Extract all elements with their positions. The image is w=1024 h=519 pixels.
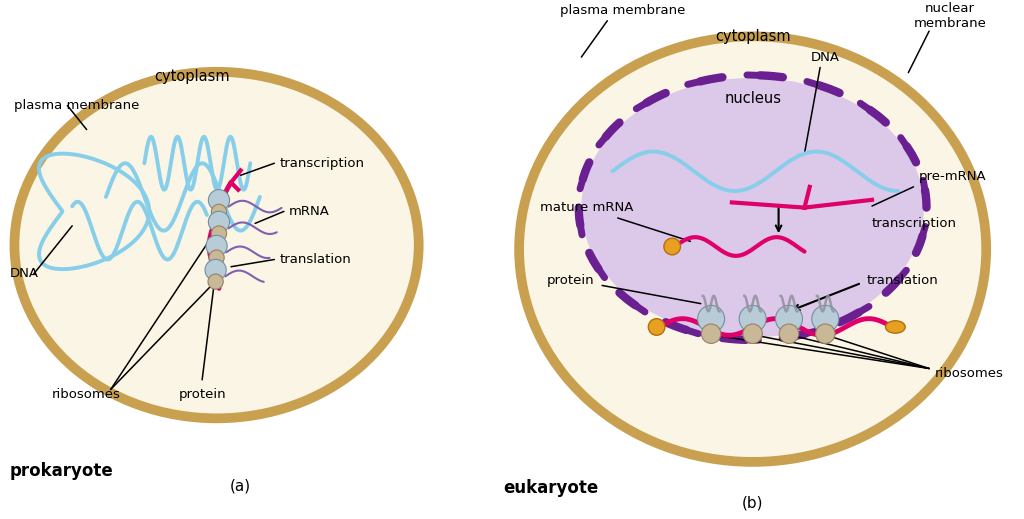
Text: plasma membrane: plasma membrane	[14, 99, 140, 112]
Text: plasma membrane: plasma membrane	[560, 4, 686, 17]
Text: ribosomes: ribosomes	[934, 367, 1004, 380]
Circle shape	[701, 324, 721, 344]
Text: DNA: DNA	[9, 267, 39, 280]
Text: translation: translation	[867, 274, 939, 287]
Text: ribosomes: ribosomes	[52, 388, 121, 401]
Ellipse shape	[14, 72, 419, 418]
Text: protein: protein	[178, 388, 226, 401]
Text: cytoplasm: cytoplasm	[715, 29, 791, 44]
Text: transcription: transcription	[872, 216, 957, 230]
Circle shape	[697, 305, 725, 332]
Text: nuclear
membrane: nuclear membrane	[913, 2, 986, 30]
Circle shape	[211, 204, 226, 220]
Text: eukaryote: eukaryote	[504, 479, 599, 497]
Text: nucleus: nucleus	[724, 91, 781, 106]
Circle shape	[209, 211, 229, 233]
Circle shape	[208, 274, 223, 289]
Text: protein: protein	[547, 274, 595, 287]
Ellipse shape	[886, 321, 905, 333]
Circle shape	[815, 324, 835, 344]
Circle shape	[205, 260, 226, 281]
Circle shape	[664, 238, 681, 255]
Text: mature mRNA: mature mRNA	[540, 201, 633, 214]
Circle shape	[211, 226, 226, 241]
Ellipse shape	[582, 78, 924, 337]
Circle shape	[812, 305, 839, 332]
Circle shape	[209, 250, 224, 265]
Text: transcription: transcription	[280, 157, 365, 170]
Circle shape	[209, 189, 229, 211]
Text: cytoplasm: cytoplasm	[155, 69, 230, 84]
Text: mRNA: mRNA	[289, 205, 330, 218]
Text: (a): (a)	[230, 478, 251, 493]
Text: translation: translation	[280, 253, 351, 266]
Text: prokaryote: prokaryote	[9, 462, 114, 480]
Ellipse shape	[519, 36, 986, 462]
Text: pre-mRNA: pre-mRNA	[919, 170, 986, 183]
Text: DNA: DNA	[811, 50, 840, 64]
Circle shape	[779, 324, 799, 344]
Text: (b): (b)	[742, 496, 763, 511]
Circle shape	[739, 305, 766, 332]
Circle shape	[775, 305, 803, 332]
Circle shape	[206, 235, 227, 256]
Circle shape	[648, 319, 665, 335]
Circle shape	[743, 324, 762, 344]
